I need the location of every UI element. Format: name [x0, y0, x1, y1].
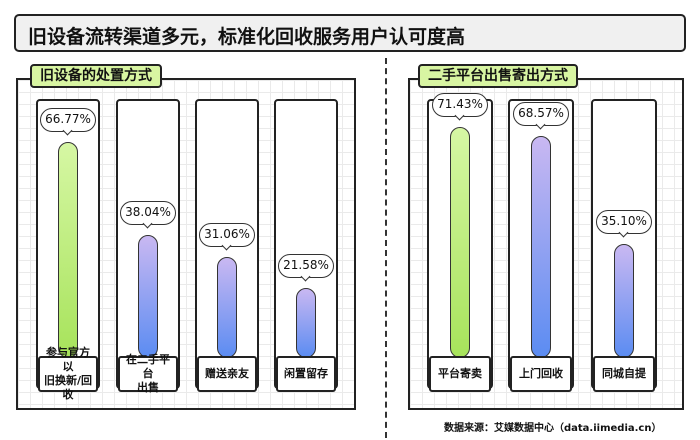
- category-label: 在二手平台 出售: [118, 353, 178, 394]
- chart-title-shipping: 二手平台出售寄出方式: [418, 64, 578, 88]
- category-label: 参与官方以 旧换新/回收: [38, 346, 98, 401]
- category-label-line: 赠送亲友: [205, 367, 249, 380]
- bar: [58, 141, 78, 358]
- data-label: 31.06%: [199, 223, 255, 248]
- category-label-line: 闲置留存: [284, 367, 328, 380]
- category-label-line: 在二手平台: [126, 353, 170, 380]
- category-label-line: 平台寄卖: [438, 367, 482, 380]
- category-label: 同城自提: [593, 356, 655, 392]
- bar: [614, 244, 634, 358]
- category-label: 上门回收: [510, 356, 572, 392]
- bar: [450, 126, 470, 358]
- category-label: 赠送亲友: [197, 356, 257, 392]
- page-title: 旧设备流转渠道多元，标准化回收服务用户认可度高: [28, 26, 466, 48]
- category-label-line: 上门回收: [519, 367, 563, 380]
- category-label: 闲置留存: [276, 356, 336, 392]
- category-label: 平台寄卖: [429, 356, 491, 392]
- category-label-line: 旧换新/回收: [43, 374, 93, 401]
- category-label-line: 同城自提: [602, 367, 646, 380]
- title-bar: 旧设备流转渠道多元，标准化回收服务用户认可度高: [14, 14, 686, 52]
- source-note: 数据来源：艾媒数据中心（data.iimedia.cn）: [444, 423, 662, 434]
- chart-title-disposal: 旧设备的处置方式: [30, 64, 162, 88]
- category-label-line: 参与官方以: [46, 346, 90, 373]
- bar: [531, 135, 551, 358]
- category-label-line: 出售: [137, 381, 159, 394]
- center-divider: [385, 58, 387, 438]
- bar: [138, 234, 158, 358]
- bar: [217, 257, 237, 358]
- bar: [296, 288, 316, 358]
